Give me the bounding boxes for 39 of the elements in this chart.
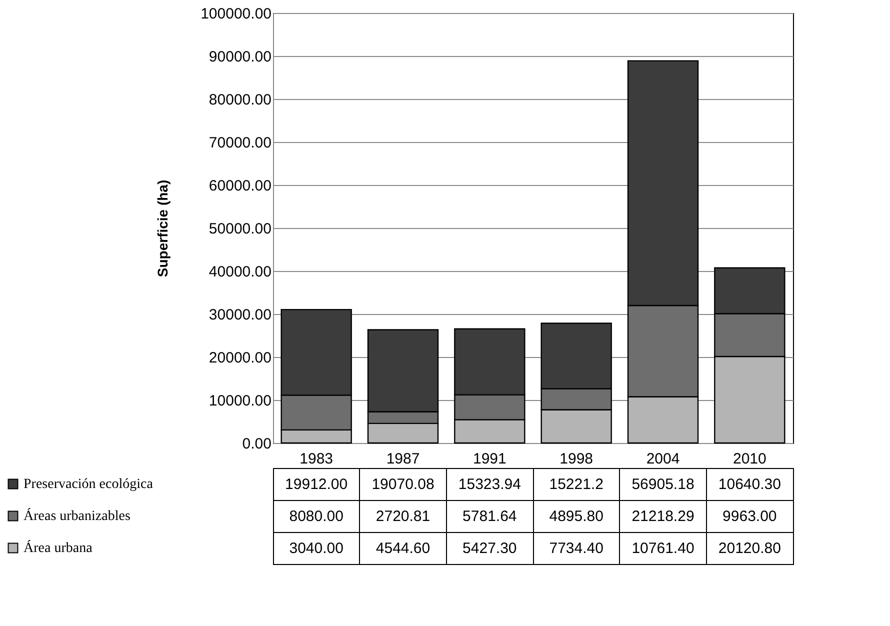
data-label: 7734.40: [549, 540, 604, 557]
y-tick-label: 40000.00: [208, 264, 272, 280]
x-tick-label: 1998: [560, 450, 594, 468]
data-label: 19912.00: [285, 476, 348, 493]
data-label: 9963.00: [722, 508, 777, 525]
data-label: 56905.18: [632, 476, 694, 493]
y-axis-title: Superficie (ha): [154, 180, 171, 278]
y-tick-label: 30000.00: [208, 306, 272, 324]
legend-label: Áreas urbanizables: [24, 507, 130, 524]
y-tick-label: 80000.00: [208, 92, 272, 108]
legend-label: Área urbana: [24, 539, 94, 556]
y-tick-label: 0.00: [242, 436, 272, 452]
x-tick-label: 2004: [646, 450, 680, 468]
data-label: 4895.80: [549, 508, 604, 525]
data-label: 15323.94: [458, 476, 521, 493]
x-tick-label: 1983: [300, 450, 334, 468]
data-label: 4544.60: [376, 540, 430, 557]
data-label: 2720.81: [376, 508, 430, 525]
data-label: 20120.80: [718, 540, 781, 557]
data-label: 8080.00: [289, 508, 344, 525]
y-tick-label: 50000.00: [208, 220, 272, 238]
y-tick-label: 10000.00: [208, 392, 272, 410]
data-label: 10640.30: [718, 476, 781, 493]
data-label: 21218.29: [632, 508, 694, 525]
data-label: 5781.64: [462, 508, 517, 525]
y-tick-label: 90000.00: [208, 48, 272, 66]
x-tick-label: 1991: [472, 450, 506, 468]
y-tick-label: 60000.00: [208, 178, 272, 194]
data-label: 10761.40: [632, 540, 694, 557]
data-label: 19070.08: [372, 476, 434, 493]
data-label: 5427.30: [462, 540, 517, 557]
y-tick-label: 20000.00: [208, 350, 272, 366]
legend-label: Preservación ecológica: [24, 477, 154, 492]
y-tick-label: 70000.00: [208, 134, 272, 152]
x-tick-label: 2010: [732, 450, 766, 468]
x-tick-label: 1987: [386, 450, 420, 468]
data-label: 15221.2: [549, 476, 604, 493]
y-tick-label: 100000.00: [200, 6, 272, 22]
data-label: 3040.00: [289, 540, 344, 557]
